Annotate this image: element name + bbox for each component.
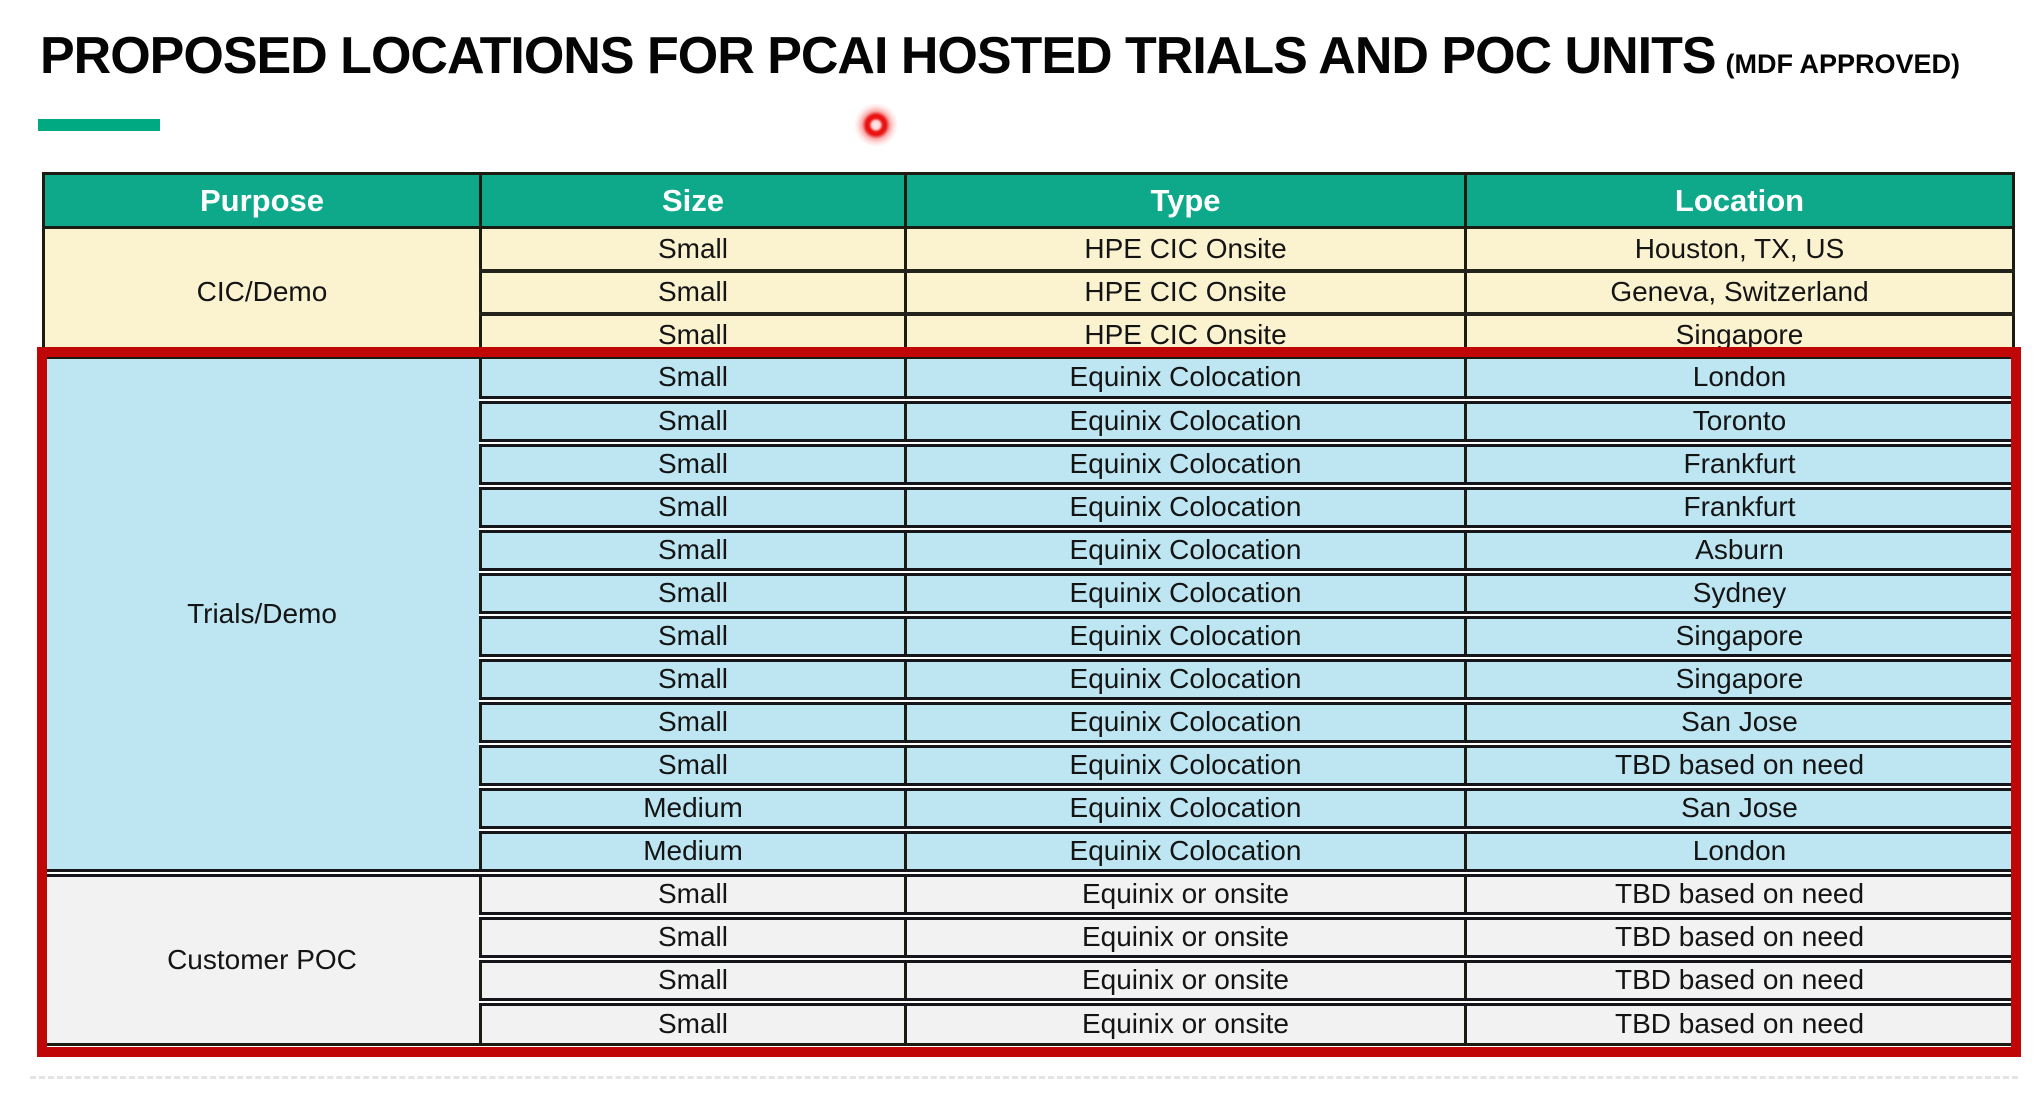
size-cell: Small: [479, 567, 907, 615]
type-cell: HPE CIC Onsite: [904, 226, 1467, 271]
purpose-cell: Customer POC: [42, 868, 482, 1045]
size-cell: Small: [479, 524, 907, 572]
locations-table: Purpose Size Type Location CIC/Demo Small…: [42, 172, 2015, 1046]
location-cell: London: [1464, 825, 2015, 873]
section-trials-demo: Trials/Demo Small Equinix Colocation London…: [42, 354, 2015, 873]
type-cell: Equinix or onsite: [904, 997, 1467, 1045]
size-cell: Small: [479, 610, 907, 658]
size-cell: Small: [479, 395, 907, 443]
size-cell: Small: [479, 911, 907, 959]
size-cell: Small: [479, 954, 907, 1002]
location-cell: Asburn: [1464, 524, 2015, 572]
header-row: Purpose Size Type Location: [42, 172, 2015, 229]
table-row: Small Equinix Colocation Singapore: [44, 610, 2015, 658]
page-title-main: PROPOSED LOCATIONS FOR PCAI HOSTED TRIAL…: [40, 27, 1717, 85]
size-cell: Small: [479, 481, 907, 529]
type-cell: Equinix or onsite: [904, 954, 1467, 1002]
type-cell: Equinix or onsite: [904, 911, 1467, 959]
table-row: Small Equinix Colocation Frankfurt: [44, 438, 2015, 486]
table-row: Small Equinix Colocation TBD based on need: [44, 739, 2015, 787]
table-row: Medium Equinix Colocation London: [44, 825, 2015, 873]
location-cell: Houston, TX, US: [1464, 226, 2015, 271]
type-cell: Equinix Colocation: [904, 395, 1467, 443]
type-cell: Equinix Colocation: [904, 524, 1467, 572]
type-cell: Equinix or onsite: [904, 868, 1467, 916]
table-header: Purpose Size Type Location: [42, 172, 2015, 229]
table-row: Customer POC Small Equinix or onsite TBD ba…: [42, 868, 2015, 1045]
table-row: Small Equinix Colocation Sydney: [44, 567, 2015, 615]
size-cell: Small: [479, 438, 907, 486]
size-cell: Small: [479, 739, 907, 787]
location-cell: Sydney: [1464, 567, 2015, 615]
type-cell: Equinix Colocation: [904, 567, 1467, 615]
table-row: Small Equinix or onsite TBD based on need: [44, 911, 2015, 959]
type-cell: Equinix Colocation: [904, 438, 1467, 486]
column-header-size: Size: [479, 172, 907, 229]
table-row: Small Equinix or onsite TBD based on need: [44, 997, 2015, 1045]
location-cell: Frankfurt: [1464, 481, 2015, 529]
size-cell: Medium: [479, 782, 907, 830]
type-cell: Equinix Colocation: [904, 653, 1467, 701]
type-cell: Equinix Colocation: [904, 825, 1467, 873]
location-cell: TBD based on need: [1464, 868, 2015, 916]
size-cell: Small: [479, 997, 907, 1045]
type-cell: Equinix Colocation: [904, 481, 1467, 529]
size-cell: Small: [479, 354, 907, 400]
type-cell: Equinix Colocation: [904, 782, 1467, 830]
table-row: Small Equinix Colocation Singapore: [44, 653, 2015, 701]
column-header-location: Location: [1464, 172, 2015, 229]
table-row: Small Equinix Colocation Asburn: [44, 524, 2015, 572]
location-cell: Frankfurt: [1464, 438, 2015, 486]
location-cell: TBD based on need: [1464, 954, 2015, 1002]
location-cell: TBD based on need: [1464, 739, 2015, 787]
size-cell: Medium: [479, 825, 907, 873]
type-cell: Equinix Colocation: [904, 739, 1467, 787]
table-row: Small Equinix or onsite TBD based on need: [44, 954, 2015, 1002]
location-cell: TBD based on need: [1464, 911, 2015, 959]
size-cell: Small: [479, 311, 907, 357]
size-cell: Small: [479, 868, 907, 916]
location-cell: London: [1464, 354, 2015, 400]
title-accent-bar: [38, 119, 160, 131]
purpose-cell: Trials/Demo: [42, 354, 482, 873]
type-cell: HPE CIC Onsite: [904, 268, 1467, 314]
type-cell: HPE CIC Onsite: [904, 311, 1467, 357]
table-row: CIC/Demo Small HPE CIC Onsite Houston, TX, …: [42, 226, 2015, 357]
location-cell: Singapore: [1464, 311, 2015, 357]
table-row: Small HPE CIC Onsite Geneva, Switzerland: [44, 268, 2015, 314]
page-title-suffix: (MDF APPROVED): [1725, 49, 1961, 79]
type-cell: Equinix Colocation: [904, 696, 1467, 744]
section-customer-poc: Customer POC Small Equinix or onsite TBD ba…: [42, 868, 2015, 1045]
size-cell: Small: [479, 268, 907, 314]
location-cell: Singapore: [1464, 610, 2015, 658]
page-title: PROPOSED LOCATIONS FOR PCAI HOSTED TRIAL…: [40, 26, 1960, 86]
size-cell: Small: [479, 653, 907, 701]
location-cell: San Jose: [1464, 696, 2015, 744]
table-row: Small Equinix Colocation San Jose: [44, 696, 2015, 744]
size-cell: Small: [479, 226, 907, 271]
purpose-cell: CIC/Demo: [42, 226, 482, 357]
size-cell: Small: [479, 696, 907, 744]
bottom-dashed-line: [30, 1076, 2018, 1079]
location-cell: San Jose: [1464, 782, 2015, 830]
type-cell: Equinix Colocation: [904, 354, 1467, 400]
column-header-purpose: Purpose: [42, 172, 482, 229]
table-row: Small Equinix Colocation Toronto: [44, 395, 2015, 443]
location-cell: Singapore: [1464, 653, 2015, 701]
table-row: Trials/Demo Small Equinix Colocation London: [42, 354, 2015, 873]
section-cic-demo: CIC/Demo Small HPE CIC Onsite Houston, TX, …: [42, 226, 2015, 357]
location-cell: TBD based on need: [1464, 997, 2015, 1045]
table-row: Medium Equinix Colocation San Jose: [44, 782, 2015, 830]
table-row: Small Equinix Colocation Frankfurt: [44, 481, 2015, 529]
location-cell: Toronto: [1464, 395, 2015, 443]
type-cell: Equinix Colocation: [904, 610, 1467, 658]
column-header-type: Type: [904, 172, 1467, 229]
location-cell: Geneva, Switzerland: [1464, 268, 2015, 314]
laser-pointer-dot: [854, 103, 898, 147]
